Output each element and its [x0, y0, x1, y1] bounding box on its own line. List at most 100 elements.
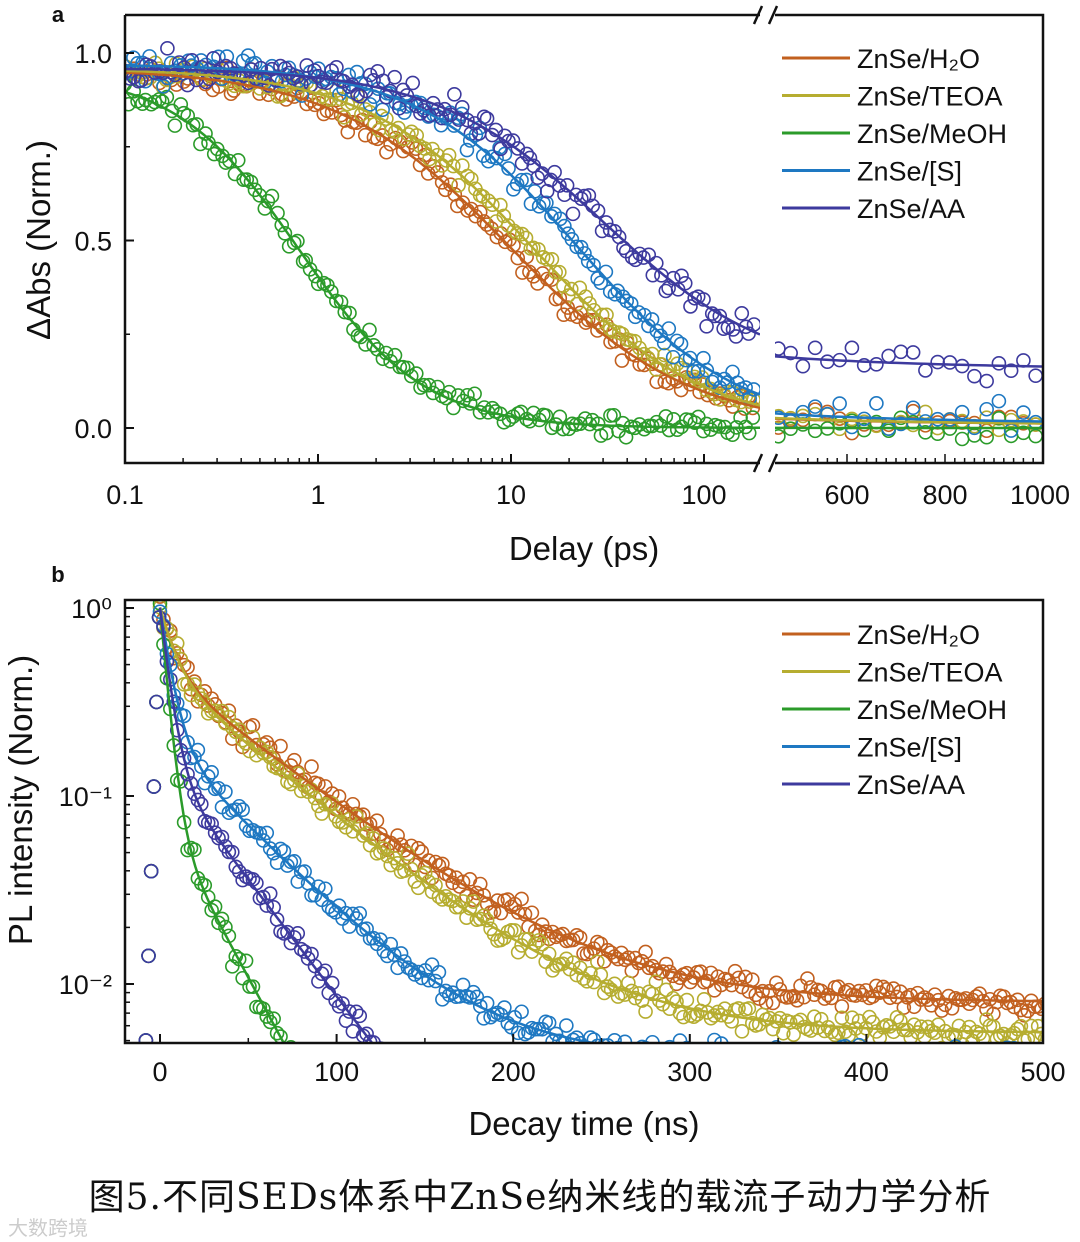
data-point-2 [364, 1076, 377, 1089]
data-point-3 [714, 1036, 729, 1043]
data-point-3 [392, 96, 407, 112]
data-point-3 [983, 1048, 996, 1061]
data-point-3 [784, 1044, 797, 1057]
data-point-3 [509, 176, 525, 192]
data-point-2 [584, 1076, 597, 1089]
legend-label: ZnSe/TEOA [857, 658, 1003, 688]
data-point-3 [905, 400, 921, 416]
data-point-4 [770, 1076, 783, 1089]
data-point-3 [245, 822, 261, 838]
data-point-4 [598, 1076, 611, 1089]
data-point-4 [915, 1076, 928, 1089]
data-point-2 [963, 1076, 976, 1089]
data-point-3 [200, 769, 216, 784]
data-point-4 [536, 1076, 549, 1089]
data-point-2 [932, 1076, 945, 1089]
data-point-4 [942, 355, 958, 370]
data-point-1 [610, 989, 626, 1004]
data-point-1 [1037, 1031, 1043, 1043]
data-point-3 [828, 1047, 841, 1060]
data-point-2 [362, 322, 377, 338]
data-point-1 [741, 1001, 757, 1016]
data-point-2 [556, 1076, 569, 1089]
data-point-2 [291, 1056, 304, 1069]
data-point-4 [1001, 1076, 1014, 1089]
data-point-4 [908, 1076, 921, 1089]
data-point-0 [834, 999, 850, 1014]
data-point-0 [578, 315, 594, 330]
data-point-3 [519, 172, 534, 188]
data-point-2 [722, 1076, 735, 1089]
y-axis-label: ΔAbs (Norm.) [20, 140, 57, 340]
legend-label: ZnSe/AA [857, 770, 965, 800]
y-tick-label: 10⁻² [59, 970, 112, 1000]
data-point-1 [936, 1040, 947, 1043]
data-point-0 [720, 973, 736, 988]
data-point-2 [546, 1076, 559, 1089]
data-point-2 [901, 1076, 914, 1089]
data-point-4 [739, 1076, 752, 1089]
data-point-2 [742, 1076, 755, 1089]
data-point-4 [287, 930, 302, 945]
data-point-3 [352, 906, 368, 921]
data-point-2 [125, 96, 136, 112]
data-point-3 [359, 921, 374, 936]
data-point-0 [544, 272, 559, 287]
data-point-2 [539, 1076, 552, 1089]
data-point-4 [615, 1076, 628, 1089]
data-point-0 [510, 250, 526, 266]
data-point-2 [770, 1076, 783, 1089]
data-point-3 [756, 1059, 769, 1072]
data-point-3 [673, 336, 689, 352]
data-point-2 [887, 1076, 900, 1089]
data-point-2 [543, 1076, 556, 1089]
data-point-2 [612, 1076, 625, 1089]
data-point-3 [469, 989, 485, 1005]
data-point-3 [815, 1060, 828, 1073]
data-point-3 [428, 973, 443, 989]
data-point-4 [735, 1076, 748, 1089]
x-tick-label: 1 [310, 480, 325, 510]
data-point-2 [200, 889, 216, 905]
data-point-4 [377, 1069, 390, 1082]
data-point-4 [822, 1076, 835, 1089]
data-point-1 [602, 322, 618, 337]
data-point-2 [942, 1076, 955, 1089]
data-point-3 [970, 1044, 983, 1057]
data-point-3 [635, 1039, 649, 1043]
data-point-2 [429, 1076, 442, 1089]
data-point-1 [793, 1012, 808, 1028]
data-point-1 [889, 1009, 905, 1025]
data-point-2 [285, 1040, 297, 1043]
data-point-3 [541, 1015, 557, 1031]
data-point-1 [734, 1024, 750, 1039]
data-point-2 [629, 1076, 642, 1089]
data-point-2 [422, 1076, 435, 1089]
data-point-4 [415, 1076, 428, 1089]
data-point-2 [979, 429, 994, 445]
data-point-2 [818, 1076, 831, 1089]
data-point-4 [570, 1076, 583, 1089]
data-point-1 [648, 974, 664, 989]
data-point-3 [476, 1011, 492, 1026]
data-point-1 [496, 208, 512, 224]
data-point-4 [674, 268, 689, 284]
data-point-4 [677, 275, 693, 291]
data-point-3 [653, 1054, 666, 1067]
data-point-3 [832, 396, 847, 411]
data-point-2 [618, 1076, 631, 1089]
data-point-3 [952, 1054, 965, 1067]
data-point-4 [436, 1076, 449, 1089]
data-point-4 [350, 87, 365, 102]
data-point-2 [550, 1076, 563, 1089]
data-point-2 [598, 1076, 611, 1089]
data-point-0 [223, 86, 239, 102]
data-point-2 [894, 1076, 907, 1089]
data-point-4 [391, 100, 407, 116]
data-point-4 [921, 1076, 934, 1089]
data-point-4 [632, 1076, 645, 1089]
data-point-1 [507, 923, 523, 938]
data-point-2 [739, 1076, 752, 1089]
x-axis-label: Decay time (ns) [468, 1105, 699, 1142]
data-point-2 [801, 1076, 814, 1089]
